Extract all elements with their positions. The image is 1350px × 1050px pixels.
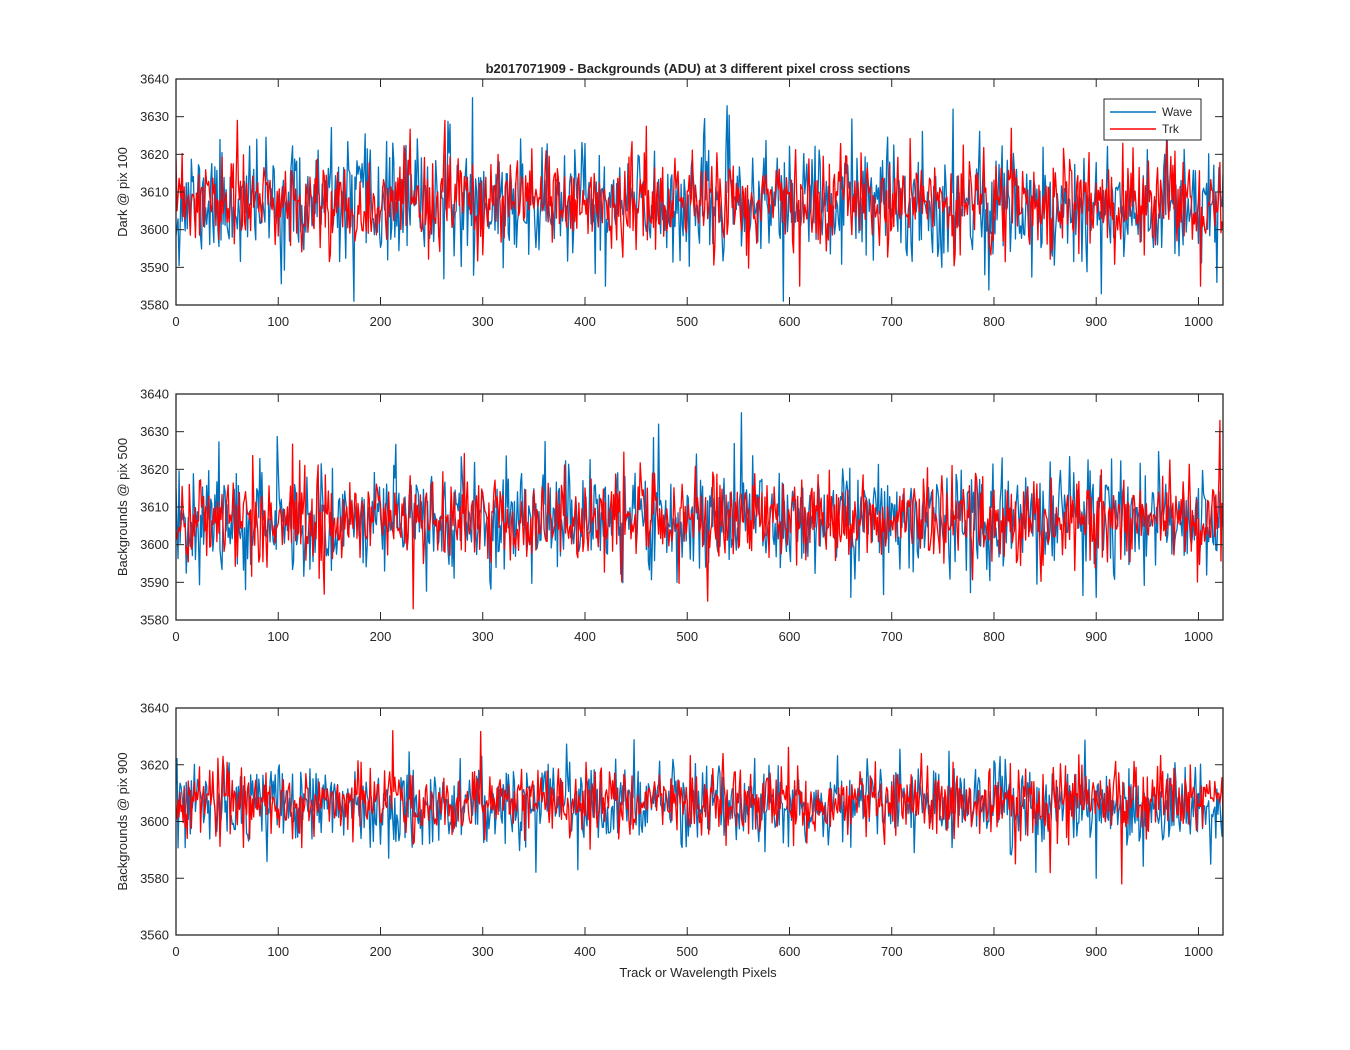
axes-backgrounds-pix-900: 0 100 200 300 400 500 600 700 800 900 1000 3560 3580… xyxy=(115,701,1224,959)
series-line-trk xyxy=(176,119,1223,287)
x-tick-label: 100 xyxy=(267,944,289,959)
x-tick-label: 1000 xyxy=(1184,944,1213,959)
y-tick-label: 3600 xyxy=(140,537,169,552)
x-tick-label: 0 xyxy=(172,314,179,329)
x-tick-label: 900 xyxy=(1085,944,1107,959)
x-tick-label: 400 xyxy=(574,944,596,959)
x-tick-label: 600 xyxy=(779,944,801,959)
figure-title: b2017071909 - Backgrounds (ADU) at 3 dif… xyxy=(486,61,911,76)
y-tick-label: 3580 xyxy=(140,298,169,313)
series-line-trk xyxy=(176,730,1223,885)
y-tick-label: 3630 xyxy=(140,424,169,439)
x-tick-label: 200 xyxy=(370,944,392,959)
y-tick-label: 3610 xyxy=(140,185,169,200)
legend-label-trk: Trk xyxy=(1162,122,1180,136)
y-tick-label: 3640 xyxy=(140,72,169,87)
x-tick-label: 700 xyxy=(881,944,903,959)
y-axis-label: Backgrounds @ pix 500 xyxy=(115,438,130,576)
y-tick-label: 3560 xyxy=(140,928,169,943)
x-tick-label: 700 xyxy=(881,314,903,329)
y-tick-label: 3600 xyxy=(140,222,169,237)
x-tick-label: 500 xyxy=(676,944,698,959)
x-tick-label: 400 xyxy=(574,314,596,329)
y-tick-label: 3610 xyxy=(140,500,169,515)
y-tick-label: 3580 xyxy=(140,871,169,886)
y-tick-label: 3620 xyxy=(140,757,169,772)
y-tick-label: 3620 xyxy=(140,462,169,477)
x-tick-label: 100 xyxy=(267,314,289,329)
y-tick-label: 3600 xyxy=(140,814,169,829)
y-axis-label: Dark @ pix 100 xyxy=(115,147,130,237)
x-tick-label: 500 xyxy=(676,314,698,329)
x-tick-label: 900 xyxy=(1085,629,1107,644)
legend-label-wave: Wave xyxy=(1162,105,1193,119)
x-tick-label: 800 xyxy=(983,314,1005,329)
x-tick-label: 0 xyxy=(172,629,179,644)
y-tick-label: 3620 xyxy=(140,147,169,162)
x-tick-label: 700 xyxy=(881,629,903,644)
x-tick-label: 100 xyxy=(267,629,289,644)
x-tick-label: 300 xyxy=(472,944,494,959)
x-tick-label: 1000 xyxy=(1184,314,1213,329)
y-tick-label: 3590 xyxy=(140,260,169,275)
series-line-trk xyxy=(176,419,1223,610)
y-tick-label: 3640 xyxy=(140,387,169,402)
axes-backgrounds-pix-500: 0 100 200 300 400 500 600 700 800 900 1000 3580 3590… xyxy=(115,387,1224,644)
x-tick-label: 1000 xyxy=(1184,629,1213,644)
y-tick-label: 3640 xyxy=(140,701,169,716)
x-tick-label: 800 xyxy=(983,629,1005,644)
y-tick-label: 3630 xyxy=(140,109,169,124)
y-tick-label: 3590 xyxy=(140,575,169,590)
x-tick-label: 300 xyxy=(472,314,494,329)
x-tick-label: 200 xyxy=(370,629,392,644)
x-axis-label: Track or Wavelength Pixels xyxy=(619,965,777,980)
x-tick-label: 800 xyxy=(983,944,1005,959)
x-tick-label: 600 xyxy=(779,314,801,329)
legend-box xyxy=(1103,98,1202,141)
y-axis-label: Backgrounds @ pix 900 xyxy=(115,752,130,890)
x-tick-label: 300 xyxy=(472,629,494,644)
x-tick-label: 200 xyxy=(370,314,392,329)
x-tick-label: 900 xyxy=(1085,314,1107,329)
legend: Wave Trk xyxy=(1103,98,1202,141)
y-tick-label: 3580 xyxy=(140,613,169,628)
x-tick-label: 600 xyxy=(779,629,801,644)
x-tick-label: 400 xyxy=(574,629,596,644)
x-tick-label: 500 xyxy=(676,629,698,644)
axes-dark-pix-100: 0 100 200 300 400 500 600 700 800 900 1000 3580 3590… xyxy=(115,72,1224,329)
x-tick-label: 0 xyxy=(172,944,179,959)
